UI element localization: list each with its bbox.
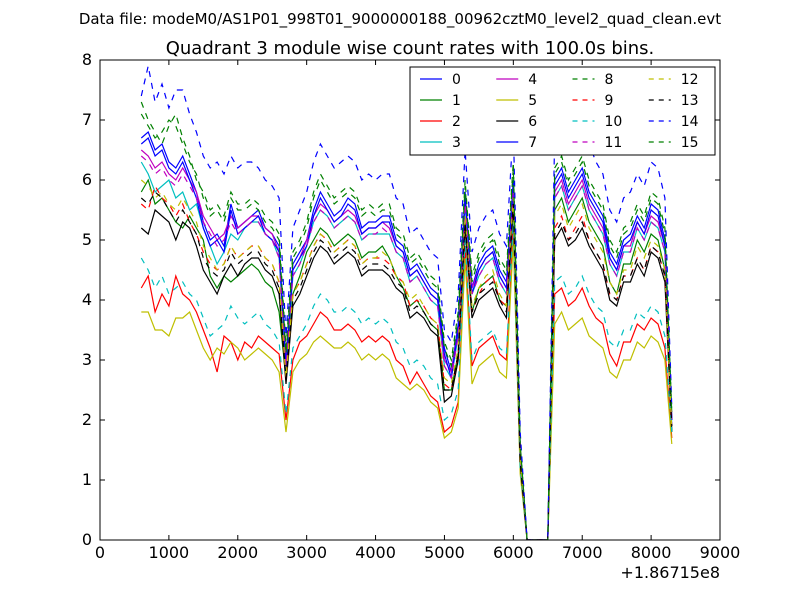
- series-line-14: [140, 65, 673, 540]
- series-line-11: [140, 155, 673, 540]
- legend-box: [409, 66, 716, 156]
- series-line-10: [140, 221, 673, 540]
- x-tick-label: 9000: [700, 543, 741, 562]
- legend-label-0: 0: [452, 72, 461, 88]
- series-line-6: [140, 208, 673, 540]
- legend-label-13: 13: [681, 93, 699, 109]
- legend-label-11: 11: [605, 135, 623, 151]
- legend-label-6: 6: [528, 114, 537, 130]
- legend-label-3: 3: [452, 135, 461, 151]
- series-line-0: [140, 130, 673, 540]
- x-tick-label: 2000: [217, 543, 258, 562]
- legend-label-15: 15: [681, 135, 699, 151]
- legend-label-10: 10: [605, 114, 623, 130]
- series-line-12: [140, 179, 673, 540]
- series-line-5: [141, 239, 673, 540]
- x-offset-label: +1.86715e8: [620, 563, 720, 582]
- series-line-9: [140, 184, 673, 540]
- legend-label-2: 2: [452, 114, 461, 130]
- legend-label-7: 7: [528, 135, 537, 151]
- series-line-2: [140, 227, 673, 540]
- legend-label-1: 1: [452, 93, 461, 109]
- series-line-7: [140, 136, 673, 540]
- legend-label-9: 9: [605, 93, 614, 109]
- x-tick-label: 3000: [286, 543, 327, 562]
- x-tick-label: 5000: [424, 543, 465, 562]
- x-tick-label: 1000: [149, 543, 190, 562]
- y-tick-label: 1: [82, 470, 92, 489]
- legend-label-5: 5: [528, 93, 537, 109]
- series-line-13: [140, 191, 673, 540]
- y-tick-label: 0: [82, 530, 92, 549]
- y-tick-label: 4: [82, 290, 92, 309]
- y-tick-label: 5: [82, 230, 92, 249]
- legend-label-12: 12: [681, 72, 699, 88]
- legend-label-4: 4: [528, 72, 537, 88]
- series-line-1: [140, 178, 673, 540]
- x-tick-label: 6000: [493, 543, 534, 562]
- y-tick-label: 8: [82, 50, 92, 69]
- suptitle: Data file: modeM0/AS1P01_998T01_90000001…: [79, 10, 721, 29]
- y-tick-label: 2: [82, 410, 92, 429]
- chart-title: Quadrant 3 module wise count rates with …: [166, 38, 655, 59]
- legend-label-8: 8: [605, 72, 614, 88]
- x-tick-label: 8000: [631, 543, 672, 562]
- x-tick-label: 4000: [355, 543, 396, 562]
- y-tick-label: 7: [82, 110, 92, 129]
- legend-label-14: 14: [681, 114, 699, 130]
- x-tick-label: 0: [95, 543, 105, 562]
- x-tick-label: 7000: [562, 543, 603, 562]
- plot-layer: 0 1000 2000 3000 4000 5000 6000 7000 8000 9000012…: [82, 50, 741, 562]
- y-tick-label: 6: [82, 170, 92, 189]
- y-tick-label: 3: [82, 350, 92, 369]
